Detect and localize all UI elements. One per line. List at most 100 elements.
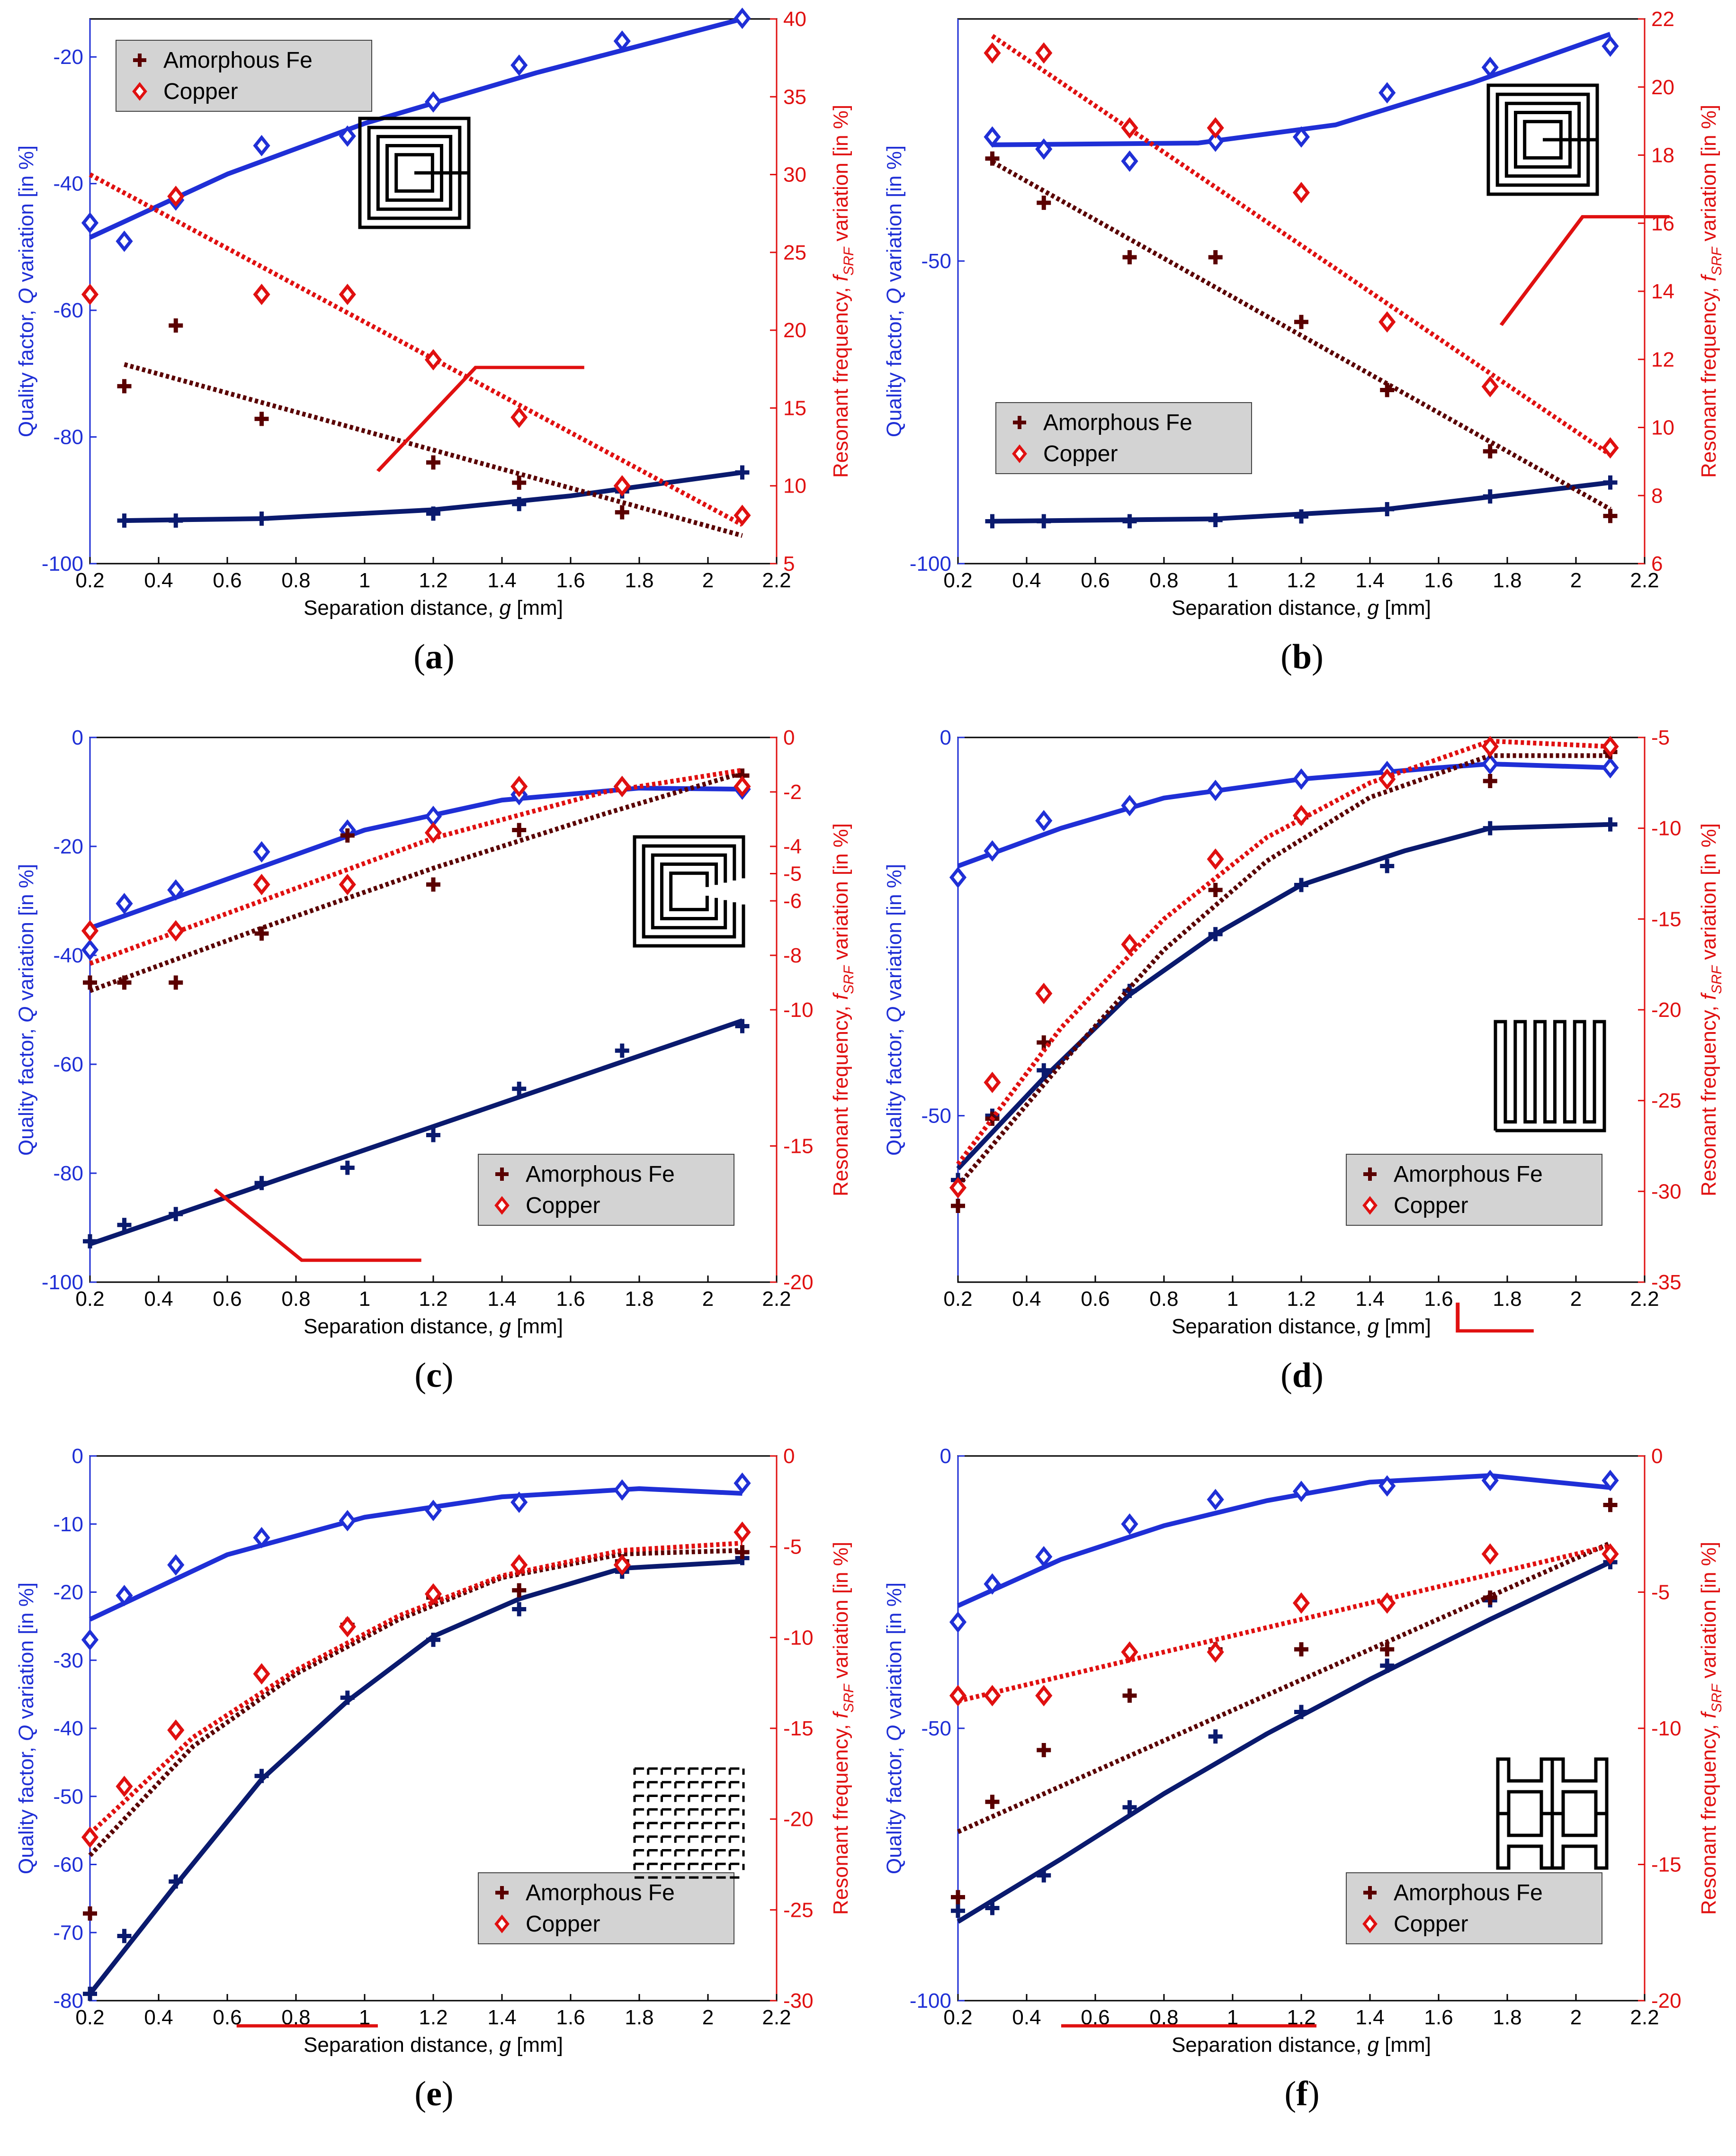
y-right-tick-label: 0 bbox=[1651, 1445, 1663, 1468]
series-copper-fsrf bbox=[81, 1521, 751, 1848]
y-left-tick-label: -100 bbox=[42, 552, 83, 575]
y-right-axis-label: Resonant frequency, fSRF variation [in %… bbox=[1697, 823, 1725, 1196]
data-point-plus bbox=[1380, 1658, 1395, 1673]
x-tick-label: 2 bbox=[1570, 1287, 1582, 1311]
data-point-diamond bbox=[734, 504, 751, 526]
y-left-axis-label: Quality factor, Q variation [in %] bbox=[15, 1582, 38, 1874]
y-right-axis-label: Resonant frequency, fSRF variation [in %… bbox=[1697, 1542, 1725, 1915]
x-tick-label: 0.8 bbox=[281, 1287, 310, 1311]
data-point-plus bbox=[1294, 1642, 1308, 1657]
data-point-plus bbox=[1380, 383, 1395, 397]
x-tick-label: 0.8 bbox=[1149, 1287, 1178, 1311]
data-point-diamond bbox=[1378, 1475, 1396, 1497]
legend-label-amorphous-fe: Amorphous Fe bbox=[1394, 1880, 1543, 1905]
x-tick-label: 0.4 bbox=[1012, 1287, 1041, 1311]
data-point-plus bbox=[117, 513, 132, 528]
data-point-diamond bbox=[1292, 1481, 1310, 1502]
y-right-tick-label: 12 bbox=[1651, 348, 1674, 371]
data-point-diamond bbox=[984, 1685, 1001, 1707]
chart-panel-e: 0.2 0.4 0.6 0.8 1 1.2 1.4 1.6 1.8 2 2.2 -80 -70 -60 -5… bbox=[0, 1437, 868, 2156]
data-point-diamond bbox=[1292, 126, 1310, 148]
series-amorphous-fe-fsrf bbox=[83, 768, 750, 993]
x-tick-label: 1.4 bbox=[1355, 569, 1384, 592]
data-point-diamond bbox=[424, 822, 442, 844]
y-left-tick-label: -40 bbox=[53, 1717, 83, 1740]
data-point-diamond bbox=[167, 920, 185, 942]
data-point-diamond bbox=[734, 1521, 751, 1543]
y-left-tick-label: -100 bbox=[910, 1989, 951, 2012]
y-right-tick-label: 10 bbox=[783, 475, 806, 498]
x-tick-label: 1.2 bbox=[419, 1287, 447, 1311]
data-point-diamond bbox=[167, 1719, 185, 1741]
series-copper-q bbox=[81, 1472, 751, 1651]
fit-line bbox=[991, 34, 1612, 457]
data-point-plus bbox=[512, 476, 527, 490]
fit-line bbox=[957, 1543, 1611, 1704]
data-point-plus bbox=[1208, 883, 1223, 897]
x-tick-label: 0.2 bbox=[75, 1287, 104, 1311]
y-right-axis-label: Resonant frequency, fSRF variation [in %… bbox=[829, 823, 857, 1196]
coil-icon-meander bbox=[1494, 1020, 1606, 1132]
data-point-diamond bbox=[510, 54, 528, 76]
x-tick-label: 1.4 bbox=[487, 2006, 516, 2029]
data-point-diamond bbox=[1121, 1641, 1138, 1663]
data-point-plus bbox=[1294, 1705, 1308, 1719]
legend-label-copper: Copper bbox=[1394, 1193, 1468, 1218]
data-point-plus bbox=[426, 506, 440, 521]
caption-e: (e) bbox=[414, 2075, 454, 2113]
x-tick-label: 0.2 bbox=[75, 569, 104, 592]
y-right-tick-label: -15 bbox=[1651, 907, 1682, 931]
y-right-tick-label: -5 bbox=[783, 1536, 802, 1559]
fit-line bbox=[991, 160, 1611, 512]
x-tick-label: 0.2 bbox=[943, 569, 972, 592]
series-amorphous-fe-q bbox=[83, 1551, 750, 2001]
data-point-diamond bbox=[116, 1585, 133, 1607]
data-point-plus bbox=[83, 1906, 97, 1921]
y-left-tick-label: 0 bbox=[72, 1445, 83, 1468]
x-tick-label: 1.2 bbox=[419, 2006, 447, 2029]
y-left-tick-label: -100 bbox=[910, 552, 951, 575]
chart-f: 0.2 0.4 0.6 0.8 1 1.2 1.4 1.6 1.8 2 2.2-100-500-20… bbox=[883, 1445, 1725, 2057]
y-right-axis-label: Resonant frequency, fSRF variation [in %… bbox=[1697, 105, 1725, 478]
x-tick-label: 1.4 bbox=[1355, 1287, 1384, 1311]
series-copper-q bbox=[949, 753, 1619, 889]
data-point-plus bbox=[1483, 489, 1497, 504]
data-point-plus bbox=[512, 823, 527, 837]
x-tick-label: 1.2 bbox=[419, 569, 447, 592]
series-copper-fsrf bbox=[984, 34, 1619, 459]
legend-diamond-icon bbox=[494, 1196, 510, 1215]
y-right-tick-label: 18 bbox=[1651, 144, 1674, 167]
data-point-diamond bbox=[253, 1527, 270, 1549]
x-tick-label: 2.2 bbox=[1630, 1287, 1659, 1311]
y-left-tick-label: -40 bbox=[53, 172, 83, 196]
y-right-tick-label: -25 bbox=[1651, 1089, 1682, 1113]
y-right-tick-label: -5 bbox=[1651, 726, 1670, 749]
y-right-tick-label: 15 bbox=[783, 396, 806, 420]
x-tick-label: 2.2 bbox=[762, 569, 791, 592]
data-point-diamond bbox=[424, 349, 442, 371]
y-left-tick-label: -80 bbox=[53, 1162, 83, 1185]
x-tick-label: 2.2 bbox=[1630, 569, 1659, 592]
series-copper-fsrf bbox=[949, 1543, 1619, 1707]
data-point-diamond bbox=[253, 1663, 270, 1685]
data-point-diamond bbox=[116, 1776, 133, 1797]
x-tick-label: 2 bbox=[702, 569, 714, 592]
arrow-line bbox=[214, 1188, 421, 1262]
x-tick-label: 1.8 bbox=[625, 2006, 653, 2029]
data-point-diamond bbox=[984, 1071, 1001, 1093]
y-right-tick-label: 10 bbox=[1651, 416, 1674, 440]
series-copper-fsrf bbox=[81, 768, 751, 966]
data-point-diamond bbox=[1035, 810, 1053, 832]
y-right-tick-label: -20 bbox=[783, 1271, 814, 1294]
data-point-diamond bbox=[1207, 780, 1224, 801]
y-right-axis-label: Resonant frequency, fSRF variation [in %… bbox=[829, 105, 857, 478]
data-point-diamond bbox=[1602, 437, 1619, 459]
data-point-diamond bbox=[613, 1554, 631, 1576]
data-point-diamond bbox=[424, 91, 442, 113]
coil-icon-c-spiral bbox=[633, 835, 745, 948]
legend-box bbox=[1346, 1154, 1602, 1226]
data-point-diamond bbox=[81, 1826, 99, 1848]
legend-label-amorphous-fe: Amorphous Fe bbox=[1043, 410, 1192, 435]
x-tick-label: 2 bbox=[702, 2006, 714, 2029]
legend-plus-icon bbox=[1013, 416, 1026, 429]
